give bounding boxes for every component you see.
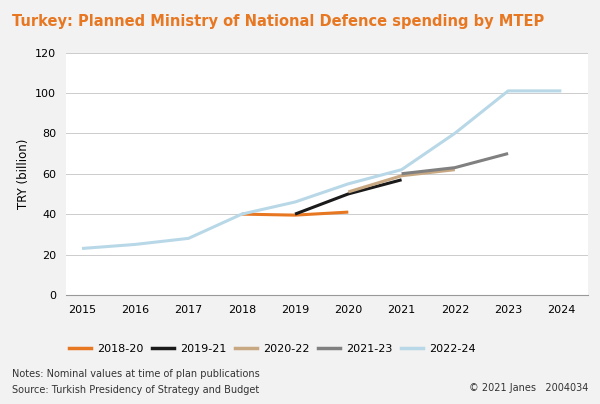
Legend: 2018-20, 2019-21, 2020-22, 2021-23, 2022-24: 2018-20, 2019-21, 2020-22, 2021-23, 2022… bbox=[69, 344, 476, 354]
Text: Source: Turkish Presidency of Strategy and Budget: Source: Turkish Presidency of Strategy a… bbox=[12, 385, 259, 395]
Text: Turkey: Planned Ministry of National Defence spending by MTEP: Turkey: Planned Ministry of National Def… bbox=[12, 14, 544, 29]
Y-axis label: TRY (billion): TRY (billion) bbox=[17, 139, 29, 209]
Text: © 2021 Janes   2004034: © 2021 Janes 2004034 bbox=[469, 383, 588, 393]
Text: Notes: Nominal values at time of plan publications: Notes: Nominal values at time of plan pu… bbox=[12, 369, 260, 379]
